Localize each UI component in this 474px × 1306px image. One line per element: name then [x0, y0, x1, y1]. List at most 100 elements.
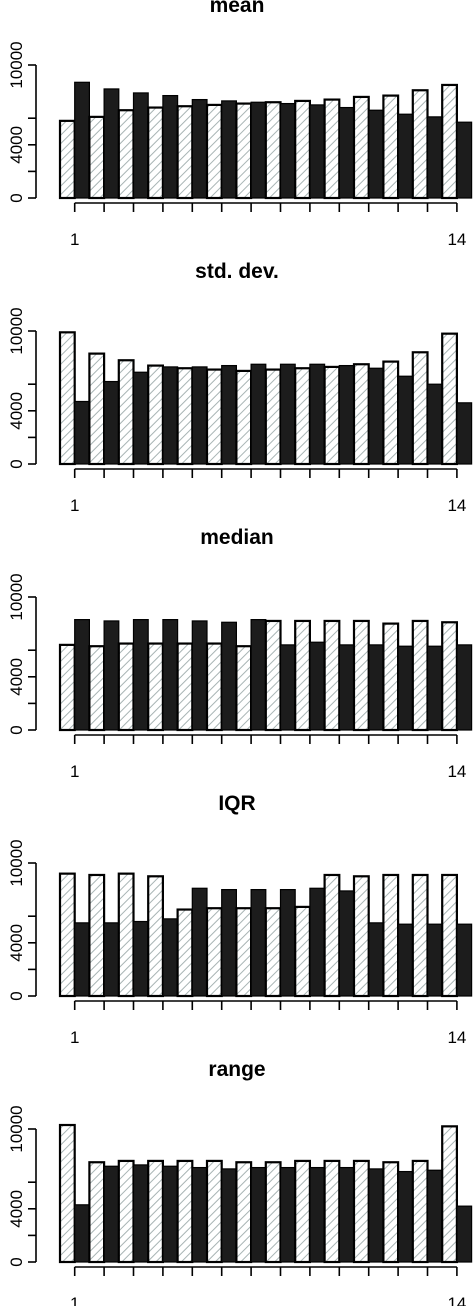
- bar-solid-10: [338, 890, 355, 997]
- bar-solid-4: [162, 94, 179, 199]
- bar-hatched-14: [441, 621, 459, 732]
- bar-solid-5: [191, 1166, 208, 1263]
- bar-hatched-9: [294, 367, 312, 466]
- bar-hatched-9: [294, 619, 312, 732]
- bar-solid-8: [279, 363, 296, 465]
- bar-hatched-6: [205, 642, 223, 732]
- bar-solid-3: [132, 92, 149, 199]
- y-tick-label: 4000: [7, 392, 26, 430]
- bar-solid-4: [162, 366, 179, 465]
- bar-solid-13: [426, 116, 443, 199]
- bar-hatched-12: [382, 873, 400, 998]
- y-tick-label: 4000: [7, 924, 26, 962]
- chart-panel-1: mean 0 4000 10000 1 14: [7, 0, 473, 249]
- bar-hatched-6: [205, 907, 223, 998]
- bar-solid-10: [338, 644, 355, 731]
- bar-hatched-9: [294, 1159, 312, 1264]
- bar-hatched-6: [205, 368, 223, 466]
- bar-solid-14: [456, 1205, 473, 1263]
- bar-hatched-5: [176, 642, 194, 732]
- bar-solid-14: [456, 923, 473, 997]
- bar-hatched-2: [88, 115, 106, 200]
- bar-hatched-7: [235, 645, 253, 732]
- x-tick-label: 1: [70, 496, 79, 515]
- x-tick-label: 14: [447, 762, 466, 781]
- bar-solid-12: [397, 113, 414, 199]
- y-tick-label: 10000: [7, 1105, 26, 1152]
- bar-solid-8: [279, 888, 296, 997]
- bar-hatched-4: [147, 364, 164, 466]
- chart-title: std. dev.: [195, 260, 279, 283]
- bar-solid-8: [279, 644, 296, 731]
- bar-solid-1: [74, 81, 90, 199]
- bar-solid-9: [309, 887, 326, 997]
- bar-hatched-6: [205, 1159, 223, 1264]
- bar-hatched-11: [352, 363, 370, 466]
- bar-solid-2: [103, 620, 120, 731]
- bar-hatched-4: [147, 106, 164, 200]
- bar-solid-11: [368, 367, 385, 465]
- bar-hatched-14: [441, 1125, 459, 1264]
- x-tick-label: 1: [70, 230, 79, 249]
- bar-solid-2: [103, 1165, 120, 1263]
- y-tick-label: 4000: [7, 126, 26, 164]
- bar-solid-14: [456, 644, 473, 731]
- bar-hatched-7: [235, 102, 253, 200]
- bar-solid-1: [74, 619, 90, 731]
- bar-solid-4: [162, 619, 179, 731]
- bar-solid-10: [338, 106, 355, 199]
- bar-solid-7: [250, 363, 267, 465]
- bar-hatched-11: [352, 95, 370, 200]
- bar-solid-5: [191, 620, 208, 731]
- bar-solid-1: [74, 922, 90, 997]
- bar-hatched-1: [58, 1123, 76, 1264]
- bar-solid-5: [191, 98, 208, 199]
- bar-hatched-14: [441, 332, 459, 466]
- bar-hatched-12: [382, 94, 400, 200]
- chart-panel-5: range 0 4000 10000 1 14: [7, 1058, 473, 1306]
- bar-solid-9: [309, 363, 326, 465]
- bar-hatched-12: [382, 622, 400, 732]
- bar-hatched-11: [352, 1159, 370, 1264]
- bar-solid-13: [426, 1169, 443, 1263]
- bar-solid-2: [103, 922, 120, 997]
- y-tick-label: 0: [7, 725, 26, 734]
- bar-hatched-7: [235, 907, 253, 998]
- chart-panel-3: median 0 4000 10000 1 14: [7, 526, 473, 781]
- y-tick-label: 10000: [7, 41, 26, 88]
- bar-solid-13: [426, 383, 443, 465]
- bar-hatched-3: [117, 359, 135, 466]
- chart-title: range: [208, 1058, 265, 1081]
- chart-panel-4: IQR 0 4000 10000 1 14: [7, 792, 473, 1047]
- bar-solid-2: [103, 380, 120, 465]
- bar-solid-1: [74, 400, 90, 465]
- bar-hatched-8: [264, 1161, 282, 1264]
- bar-hatched-10: [323, 98, 341, 200]
- bar-hatched-11: [352, 619, 370, 732]
- bar-hatched-3: [117, 109, 135, 200]
- bar-hatched-10: [323, 365, 341, 466]
- x-tick-label: 14: [447, 230, 466, 249]
- bar-solid-11: [368, 644, 385, 731]
- bar-hatched-2: [88, 352, 106, 466]
- bar-hatched-10: [323, 873, 341, 998]
- y-tick-label: 10000: [7, 839, 26, 886]
- bar-hatched-11: [352, 875, 370, 998]
- bar-hatched-2: [88, 873, 106, 998]
- bar-solid-4: [162, 918, 179, 997]
- x-tick-label: 14: [447, 1028, 466, 1047]
- y-tick-label: 10000: [7, 307, 26, 354]
- bar-solid-13: [426, 645, 443, 731]
- y-tick-label: 4000: [7, 658, 26, 696]
- y-tick-label: 0: [7, 991, 26, 1000]
- bar-solid-3: [132, 371, 149, 465]
- bar-hatched-5: [176, 105, 194, 200]
- bar-hatched-5: [176, 367, 194, 466]
- bar-solid-8: [279, 102, 296, 199]
- bar-hatched-1: [58, 331, 76, 466]
- bar-solid-9: [309, 1166, 326, 1263]
- x-tick-label: 14: [447, 1294, 466, 1306]
- bar-hatched-13: [411, 873, 429, 998]
